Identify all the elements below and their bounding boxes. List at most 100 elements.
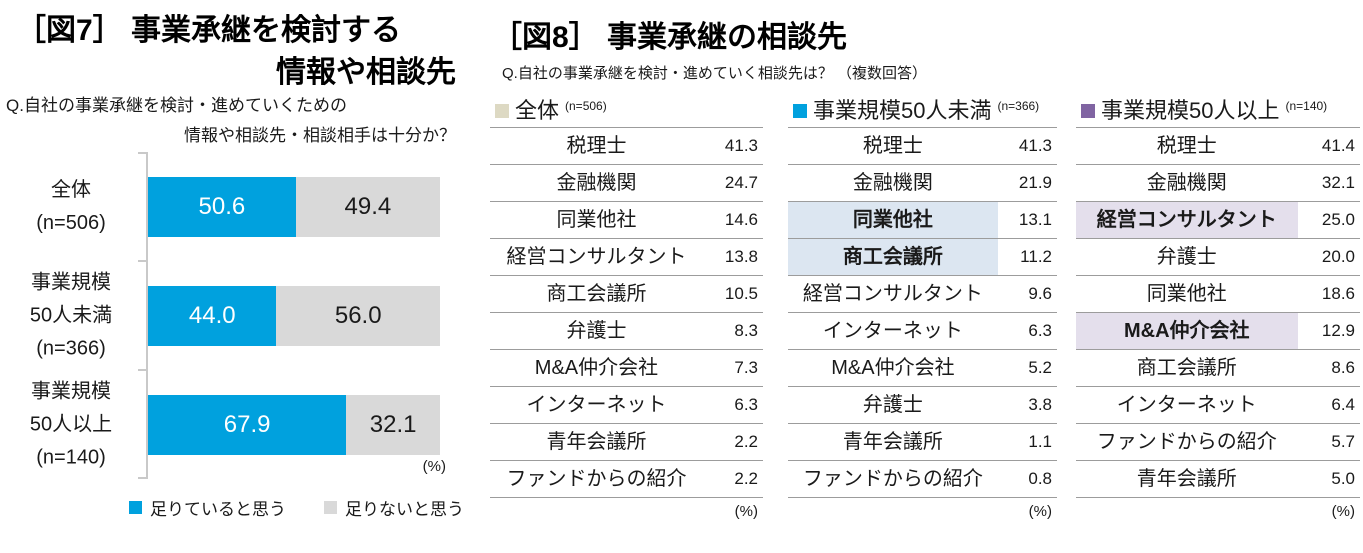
row-value: 13.8 <box>724 247 758 266</box>
fig7-legend: 足りていると思う 足りないと思う <box>129 495 464 520</box>
figure-7-title-line2: 情報や相談先 <box>276 56 456 89</box>
fig8-table-unit-label: (%) <box>734 503 758 520</box>
row-label: 金融機関 <box>556 172 637 194</box>
fig8-table-row: インターネット 6.3 <box>490 387 763 424</box>
row-value: 9.6 <box>1028 284 1052 303</box>
table-header-n-label: (n=366) <box>997 99 1040 113</box>
figure-7-title: ［図7］ 事業承継を検討する 情報や相談先 <box>16 10 456 94</box>
fig8-table-row: インターネット 6.4 <box>1076 387 1360 424</box>
row-label: 弁護士 <box>862 394 923 416</box>
fig8-table-row: 税理士 41.4 <box>1076 128 1360 165</box>
fig7-bar-segment-sufficient: 67.9 <box>148 394 347 455</box>
legend-label: 足りないと思う <box>345 500 464 519</box>
table-header-label: 事業規模50人以上 <box>1101 98 1280 123</box>
row-label: 経営コンサルタント <box>506 246 687 268</box>
fig8-table: 事業規模50人未満 (n=366) 税理士 41.3 金融機関 21.9 同業他… <box>788 96 1057 520</box>
fig8-table-row: 金融機関 21.9 <box>788 165 1057 202</box>
row-label: 税理士 <box>1156 135 1217 157</box>
fig8-table-body: 税理士 41.4 金融機関 32.1 経営コンサルタント 25.0 弁護士 20… <box>1076 127 1360 498</box>
fig8-table-row: 商工会議所 11.2 <box>788 239 1057 276</box>
row-label: 青年会議所 <box>1136 468 1237 490</box>
fig7-category-label: 全体 (n=506) <box>36 178 106 234</box>
fig7-bar-segment-insufficient: 49.4 <box>295 176 440 237</box>
row-value: 13.1 <box>1018 210 1052 229</box>
axis-tick <box>138 260 148 262</box>
fig8-table-header: 全体 (n=506) <box>490 96 763 127</box>
fig7-category-row: 全体 (n=506) 50.6 49.4 <box>0 152 458 261</box>
figure-8-question: Q.自社の事業承継を検討・進めていく相談先は？ （複数回答） <box>502 65 928 82</box>
row-value: 12.9 <box>1321 321 1355 340</box>
row-label: 商工会議所 <box>546 283 647 305</box>
fig7-bar-segment-insufficient: 56.0 <box>276 285 440 346</box>
row-value: 21.9 <box>1018 173 1052 192</box>
fig8-table-row: 税理士 41.3 <box>788 128 1057 165</box>
legend-item: 足りていると思う <box>129 495 286 520</box>
fig8-table-row: 金融機関 24.7 <box>490 165 763 202</box>
legend-swatch-icon <box>129 501 142 514</box>
row-label: インターネット <box>822 320 963 342</box>
row-label: ファンドからの紹介 <box>802 468 983 490</box>
fig8-table-row: 経営コンサルタント 13.8 <box>490 239 763 276</box>
row-label: インターネット <box>526 394 667 416</box>
figure-8-title: ［図8］ 事業承継の相談先 <box>492 21 848 54</box>
category-axis-line <box>146 152 148 479</box>
legend-swatch-icon <box>324 501 337 514</box>
fig8-table-body: 税理士 41.3 金融機関 21.9 同業他社 13.1 商工会議所 11.2 … <box>788 127 1057 498</box>
fig7-category-label: 事業規模 50人以上 (n=140) <box>29 380 113 468</box>
row-label: 商工会議所 <box>1136 357 1237 379</box>
fig8-ranking-tables: 全体 (n=506) 税理士 41.3 金融機関 24.7 同業他社 14.6 … <box>487 96 1363 546</box>
row-label: 税理士 <box>862 135 923 157</box>
figure-7: ［図7］ 事業承継を検討する 情報や相談先 Q.自社の事業承継を検討・進めていく… <box>0 0 472 553</box>
fig8-table-row: M&A仲介会社 5.2 <box>788 350 1057 387</box>
fig8-table-row: 弁護士 3.8 <box>788 387 1057 424</box>
row-label: 青年会議所 <box>842 431 943 453</box>
row-value: 6.3 <box>734 395 758 414</box>
row-value: 41.3 <box>1018 136 1052 155</box>
fig7-category-row: 事業規模 50人以上 (n=140) 67.9 32.1 <box>0 370 458 479</box>
row-label: 商工会議所 <box>788 239 998 275</box>
row-label: 経営コンサルタント <box>802 283 983 305</box>
row-label: インターネット <box>1116 394 1257 416</box>
fig7-category-label: 事業規模 50人未満 (n=366) <box>29 271 113 359</box>
row-value: 2.2 <box>734 469 758 488</box>
axis-tick <box>138 477 148 479</box>
fig7-category-row: 事業規模 50人未満 (n=366) 44.0 56.0 <box>0 261 458 370</box>
legend-item: 足りないと思う <box>324 495 464 520</box>
figure-7-question-line2: 情報や相談先・相談相手は十分か？ <box>184 126 456 145</box>
row-label: 同業他社 <box>1146 283 1227 305</box>
row-value: 24.7 <box>724 173 758 192</box>
fig8-table-row: 同業他社 13.1 <box>788 202 1057 239</box>
row-value: 18.6 <box>1321 284 1355 303</box>
figure-7-title-line1: ［図7］ 事業承継を検討する <box>16 14 402 47</box>
fig7-stacked-bar-chart: 全体 (n=506) 50.6 49.4 事業規模 50人未満 (n=366) 44.… <box>0 152 458 479</box>
fig8-table-row: 経営コンサルタント 25.0 <box>1076 202 1360 239</box>
fig8-table-row: 弁護士 8.3 <box>490 313 763 350</box>
fig8-table-row: 金融機関 32.1 <box>1076 165 1360 202</box>
axis-tick <box>138 152 148 154</box>
row-value: 10.5 <box>724 284 758 303</box>
row-label: ファンドからの紹介 <box>506 468 687 490</box>
fig8-table: 事業規模50人以上 (n=140) 税理士 41.4 金融機関 32.1 経営コ… <box>1076 96 1360 520</box>
fig7-stacked-bar: 44.0 56.0 <box>148 285 440 346</box>
row-label: 弁護士 <box>1156 246 1217 268</box>
fig7-bar-segment-sufficient: 50.6 <box>148 176 296 237</box>
row-value: 5.2 <box>1028 358 1052 377</box>
fig8-table-row: 税理士 41.3 <box>490 128 763 165</box>
row-value: 6.3 <box>1028 321 1052 340</box>
row-value: 14.6 <box>724 210 758 229</box>
row-label: 金融機関 <box>852 172 933 194</box>
fig8-table-row: 商工会議所 10.5 <box>490 276 763 313</box>
fig8-table-row: ファンドからの紹介 0.8 <box>788 461 1057 498</box>
row-value: 1.1 <box>1028 432 1052 451</box>
row-value: 32.1 <box>1321 173 1355 192</box>
row-value: 5.7 <box>1331 432 1355 451</box>
table-header-label: 事業規模50人未満 <box>813 98 992 123</box>
fig8-table: 全体 (n=506) 税理士 41.3 金融機関 24.7 同業他社 14.6 … <box>490 96 763 520</box>
row-label: M&A仲介会社 <box>534 357 659 379</box>
row-value: 41.3 <box>724 136 758 155</box>
fig8-table-row: 商工会議所 8.6 <box>1076 350 1360 387</box>
figure-8: ［図8］ 事業承継の相談先 Q.自社の事業承継を検討・進めていく相談先は？ （複… <box>487 0 1363 553</box>
row-value: 8.3 <box>734 321 758 340</box>
table-header-n-label: (n=140) <box>1285 99 1328 113</box>
